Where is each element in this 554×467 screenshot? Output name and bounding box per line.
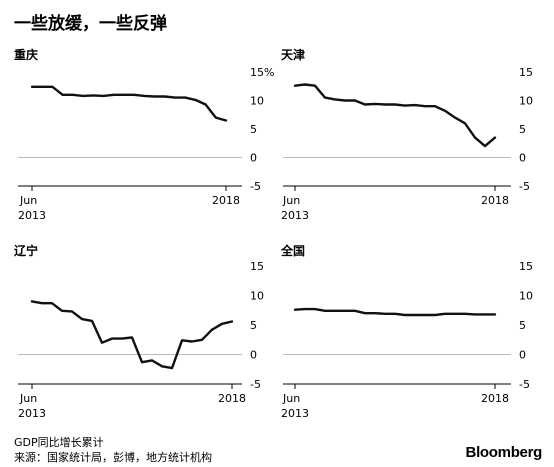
chart-panel-tianjin: 天津 15 10 5 0 -5 Jun 2013 2018 (277, 40, 554, 240)
chart-panel-chongqing: 重庆 15% 10 5 0 -5 Jun 2013 2018 (0, 40, 277, 240)
chart-svg: 15% 10 5 0 -5 Jun 2013 2018 (18, 66, 274, 222)
y-tick-label: 15 (250, 260, 264, 273)
y-tick-label: 0 (250, 349, 257, 362)
x-tick-label-start-month: Jun (282, 194, 300, 207)
x-tick-label-start-month: Jun (282, 392, 300, 405)
chart-panel-national: 全国 15 10 5 0 -5 Jun 2013 2018 (277, 236, 554, 436)
panel-title-national: 全国 (281, 244, 306, 258)
y-tick-label: 10 (519, 95, 533, 108)
y-tick-label: 15% (250, 66, 274, 79)
y-tick-label: 0 (519, 349, 526, 362)
series-line (30, 300, 234, 370)
y-tick-label: 10 (250, 290, 264, 303)
x-tick-label-start-year: 2013 (281, 209, 309, 222)
x-tick-label-end: 2018 (481, 194, 509, 207)
chart-svg: 15 10 5 0 -5 Jun 2013 2018 (281, 66, 533, 222)
chart-panel-liaoning: 辽宁 15 10 5 0 -5 Jun 2013 2018 (0, 236, 277, 436)
x-tick-label-end: 2018 (481, 392, 509, 405)
series-line (293, 307, 497, 317)
y-tick-label: -5 (250, 378, 261, 391)
x-tick-label-end: 2018 (218, 392, 246, 405)
y-tick-label: 5 (519, 123, 526, 136)
y-tick-label: -5 (519, 378, 530, 391)
y-tick-label: 5 (250, 319, 257, 332)
footer-source: 来源：国家统计局，彭博，地方统计机构 (14, 451, 212, 464)
series-line (30, 85, 228, 122)
x-tick-label-end: 2018 (212, 194, 240, 207)
page-title: 一些放缓，一些反弹 (14, 14, 167, 34)
y-tick-label: 15 (519, 260, 533, 273)
bloomberg-logo: Bloomberg (465, 444, 543, 461)
x-tick-label-start-year: 2013 (281, 407, 309, 420)
chart-svg: 15 10 5 0 -5 Jun 2013 2018 (18, 260, 264, 420)
x-tick-label-start-year: 2013 (18, 407, 46, 420)
x-tick-label-start-month: Jun (19, 194, 37, 207)
chart-svg: 15 10 5 0 -5 Jun 2013 2018 (281, 260, 533, 420)
y-tick-label: 10 (250, 95, 264, 108)
y-tick-label: -5 (250, 180, 261, 193)
panel-title-liaoning: 辽宁 (14, 244, 39, 258)
y-tick-label: 0 (250, 152, 257, 165)
y-tick-label: 10 (519, 290, 533, 303)
footer-note: GDP同比增长累计 (14, 436, 104, 449)
y-tick-label: 5 (519, 319, 526, 332)
series-line (293, 83, 497, 148)
x-tick-label-start-month: Jun (19, 392, 37, 405)
x-tick-label-start-year: 2013 (18, 209, 46, 222)
y-tick-label: -5 (519, 180, 530, 193)
panel-title-chongqing: 重庆 (14, 48, 39, 62)
y-tick-label: 0 (519, 152, 526, 165)
y-tick-label: 15 (519, 66, 533, 79)
y-tick-label: 5 (250, 123, 257, 136)
panel-title-tianjin: 天津 (281, 48, 306, 62)
